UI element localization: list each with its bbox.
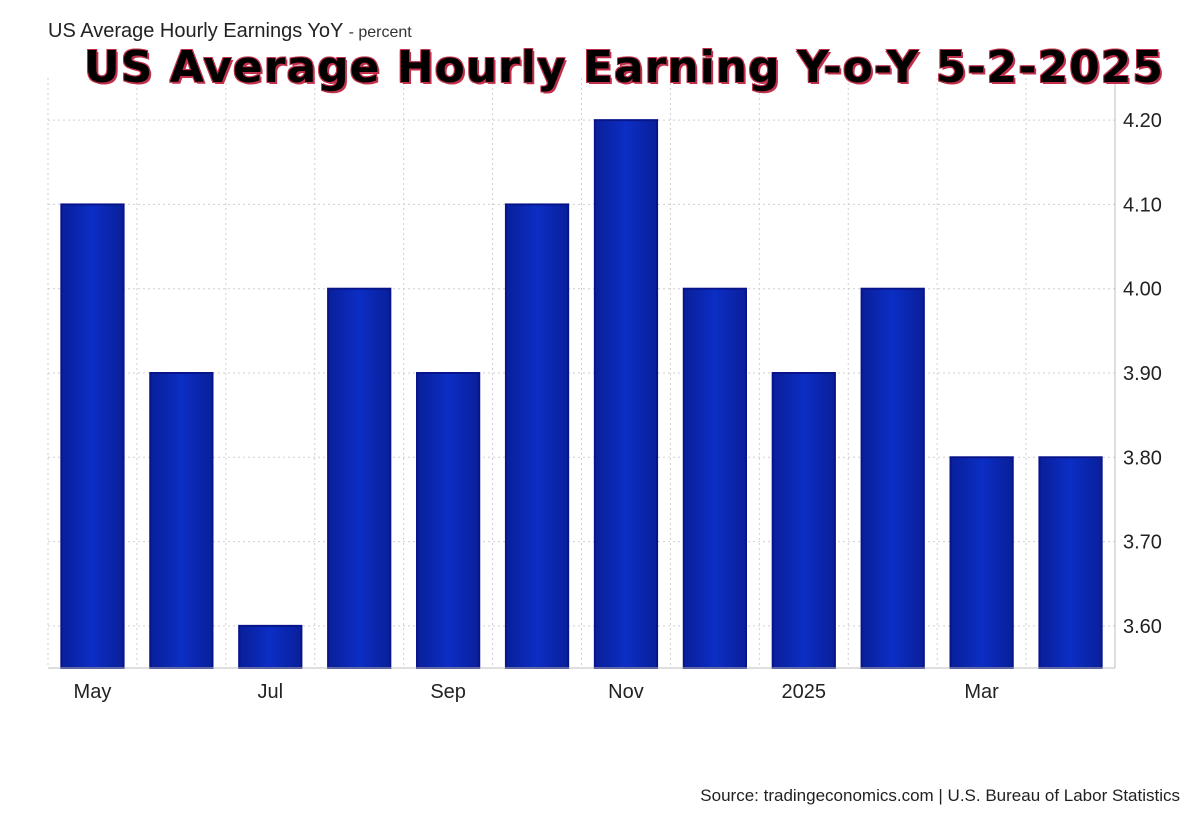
y-tick-label: 3.60 (1123, 616, 1162, 638)
source-note: Source: tradingeconomics.com | U.S. Bure… (700, 786, 1180, 805)
x-tick-label: Mar (964, 681, 999, 703)
y-tick-label: 4.10 (1123, 194, 1162, 216)
bar (149, 372, 214, 669)
bar (593, 119, 659, 669)
chart-subtitle: US Average Hourly Earnings YoY - percent (48, 20, 412, 43)
y-tick-label: 4.20 (1123, 110, 1162, 132)
banner-title: US Average Hourly Earning Y-o-Y 5-2-2025 (84, 42, 1165, 93)
x-tick-label: Jul (258, 681, 284, 703)
bar (60, 203, 125, 670)
y-tick-label: 4.00 (1123, 279, 1162, 301)
y-tick-label: 3.70 (1123, 532, 1162, 554)
y-tick-label: 3.90 (1123, 363, 1162, 385)
bar (682, 287, 747, 669)
bar (1038, 456, 1103, 669)
bar (504, 203, 570, 670)
unit-text: - percent (348, 24, 412, 41)
y-tick-labels: 3.60 3.70 3.80 3.90 4.00 4.10 4.20 (1123, 110, 1162, 638)
x-tick-label: May (74, 681, 112, 703)
axes (48, 78, 1116, 669)
x-tick-label: Sep (430, 681, 466, 703)
bar (238, 624, 303, 669)
bar (416, 372, 481, 669)
bar (327, 287, 392, 669)
grid-lines (47, 78, 1116, 668)
x-tick-label: Nov (608, 681, 644, 703)
bar (949, 456, 1014, 669)
bars (60, 119, 1103, 670)
y-tick-label: 3.80 (1123, 447, 1162, 469)
bar (860, 287, 925, 669)
bar (771, 372, 836, 669)
x-tick-label: 2025 (782, 681, 827, 703)
x-tick-labels: May Jul Sep Nov 2025 Mar (74, 681, 1000, 703)
subtitle-text: US Average Hourly Earnings YoY (48, 20, 344, 42)
